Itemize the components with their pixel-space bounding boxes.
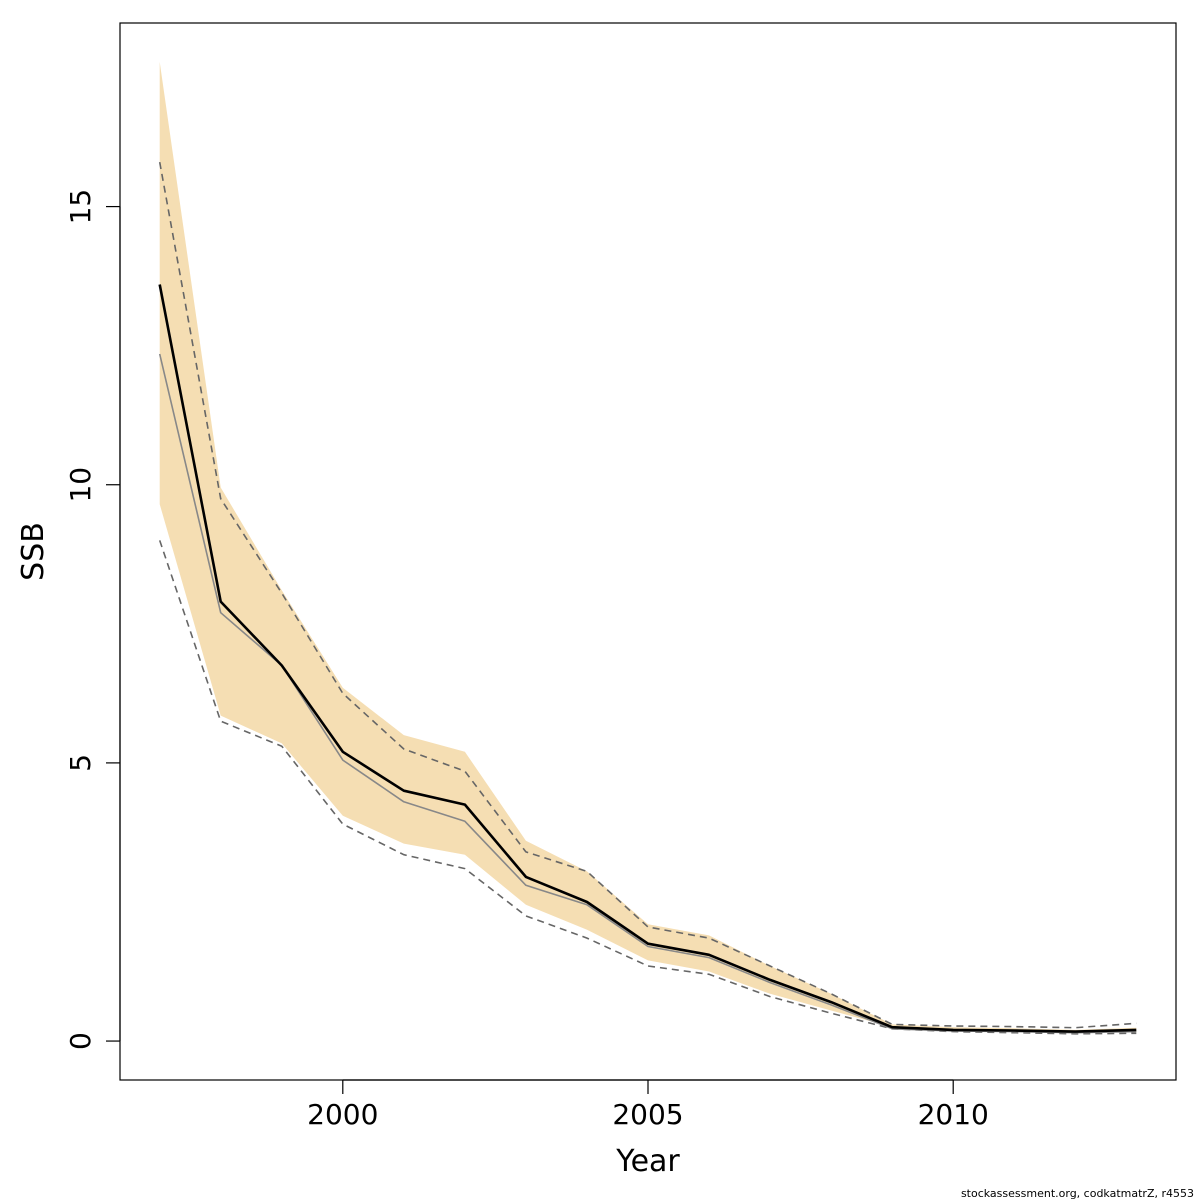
confidence-band-layer xyxy=(159,61,1137,1033)
x-tick-label: 2000 xyxy=(307,1098,378,1131)
x-axis: 2000 2005 2010 xyxy=(307,1079,989,1131)
y-tick-label: 10 xyxy=(64,467,97,503)
x-tick-label: 2010 xyxy=(918,1098,989,1131)
series-line-upper-bound xyxy=(158,161,1137,1029)
y-tick-label: 15 xyxy=(64,189,97,225)
series-line-estimate xyxy=(158,284,1137,1033)
plot-frame xyxy=(119,22,1177,1081)
y-axis-title: SSB xyxy=(16,522,51,581)
series-layer xyxy=(158,161,1137,1035)
x-axis-title: Year xyxy=(615,1144,680,1179)
footer-credit: stockassessment.org, codkatmatrZ, r4553 xyxy=(961,1187,1194,1200)
y-tick-label: 5 xyxy=(64,754,97,772)
y-tick-label: 0 xyxy=(64,1032,97,1050)
y-axis: 0 5 10 15 xyxy=(64,189,121,1050)
x-tick-label: 2005 xyxy=(612,1098,683,1131)
confidence-band xyxy=(159,61,1137,1033)
